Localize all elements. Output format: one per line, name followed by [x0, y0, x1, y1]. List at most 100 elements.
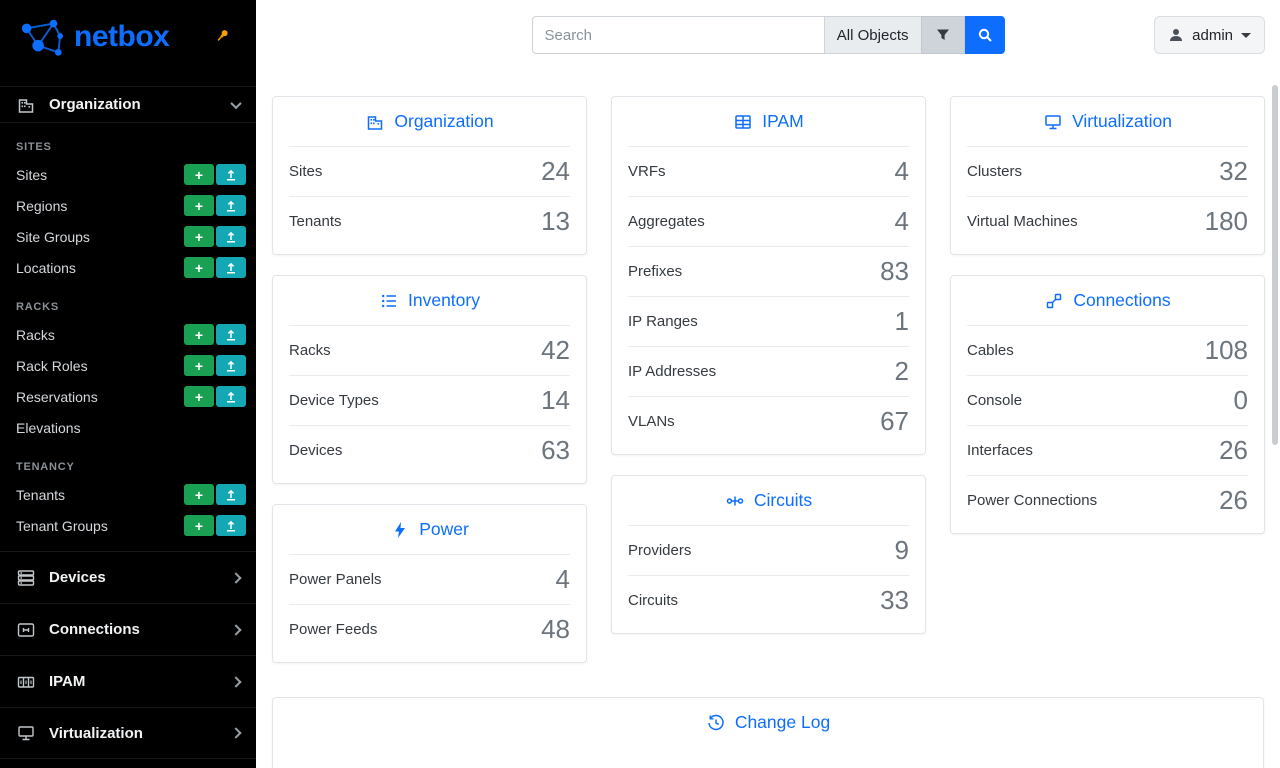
search-submit-button[interactable] — [964, 16, 1005, 54]
sidebar-link[interactable]: Elevations — [16, 419, 81, 436]
chevron-right-icon — [230, 727, 242, 739]
search-filter-button[interactable] — [920, 16, 965, 54]
card-header: Connections — [951, 276, 1264, 325]
import-button[interactable] — [216, 257, 246, 278]
stat-row[interactable]: Cables 108 — [967, 325, 1248, 375]
add-button[interactable]: + — [184, 195, 214, 216]
stat-label: Console — [967, 391, 1023, 409]
stat-row[interactable]: IP Addresses 2 — [628, 346, 909, 396]
add-button[interactable]: + — [184, 515, 214, 536]
stat-row[interactable]: Virtual Machines 180 — [967, 196, 1248, 246]
sidebar-link[interactable]: Racks — [16, 326, 55, 343]
chevron-right-icon — [230, 623, 242, 636]
plus-icon: + — [194, 326, 204, 343]
import-button[interactable] — [216, 386, 246, 407]
sidebar-group-organization[interactable]: Organization — [0, 86, 256, 123]
card-header: Change Log — [273, 698, 1263, 747]
stat-row[interactable]: Power Feeds 48 — [289, 604, 570, 654]
sidebar-link[interactable]: Site Groups — [16, 228, 90, 245]
stat-row[interactable]: Power Panels 4 — [289, 554, 570, 604]
add-button[interactable]: + — [184, 386, 214, 407]
connections-icon — [1047, 293, 1062, 308]
netbox-logo-icon[interactable] — [16, 14, 66, 60]
stat-row[interactable]: Circuits 33 — [628, 575, 909, 625]
section-header-racks: RACKS — [16, 301, 59, 313]
sidebar-group-label: Organization — [49, 96, 141, 113]
sidebar-group-virtualization[interactable]: Virtualization — [0, 707, 256, 759]
search-input[interactable] — [531, 16, 824, 54]
stat-row[interactable]: VLANs 67 — [628, 396, 909, 446]
stat-row[interactable]: Devices 63 — [289, 425, 570, 475]
sidebar-link[interactable]: Tenants — [16, 486, 66, 503]
add-button[interactable]: + — [184, 257, 214, 278]
stat-row[interactable]: Sites 24 — [289, 146, 570, 196]
sidebar-group-devices[interactable]: Devices — [0, 551, 256, 603]
card-organization: Organization Sites 24 Tenants 13 — [272, 96, 587, 255]
devices-icon — [16, 568, 36, 588]
plus-icon: + — [194, 259, 204, 276]
stat-row[interactable]: Device Types 14 — [289, 375, 570, 425]
sidebar-link[interactable]: Reservations — [16, 388, 98, 405]
scrollbar[interactable] — [1272, 85, 1278, 445]
add-button[interactable]: + — [184, 226, 214, 247]
import-button[interactable] — [216, 195, 246, 216]
import-button[interactable] — [216, 484, 246, 505]
sidebar-link[interactable]: Regions — [16, 197, 68, 214]
stat-row[interactable]: Aggregates 4 — [628, 196, 909, 246]
import-button[interactable] — [216, 164, 246, 185]
sidebar-link[interactable]: Tenant Groups — [16, 517, 108, 534]
sidebar-item-racks: Racks + — [0, 319, 256, 350]
import-button[interactable] — [216, 226, 246, 247]
section-header-tenancy: TENANCY — [16, 461, 75, 473]
card-virtualization: Virtualization Clusters 32 Virtual Machi… — [950, 96, 1265, 255]
sidebar-group-ipam[interactable]: IPAM — [0, 655, 256, 707]
stat-label: Cables — [967, 341, 1014, 359]
brand-wordmark[interactable]: netbox — [74, 20, 170, 53]
stat-row[interactable]: Providers 9 — [628, 525, 909, 575]
sidebar-group-connections[interactable]: Connections — [0, 603, 256, 655]
plus-icon: + — [194, 517, 204, 534]
import-button[interactable] — [216, 355, 246, 376]
section-header-sites: SITES — [16, 141, 52, 153]
stat-row[interactable]: VRFs 4 — [628, 146, 909, 196]
topbar: All Objects admin — [256, 0, 1280, 70]
card-title: Power — [419, 519, 469, 539]
stat-label: Interfaces — [967, 441, 1033, 459]
upload-icon — [227, 169, 235, 181]
stat-row[interactable]: Racks 42 — [289, 325, 570, 375]
stat-row[interactable]: Interfaces 26 — [967, 425, 1248, 475]
stat-value: 63 — [541, 435, 570, 465]
user-icon — [1170, 29, 1183, 41]
sidebar-link[interactable]: Sites — [16, 166, 48, 183]
stat-label: Power Feeds — [289, 620, 378, 638]
pin-icon[interactable] — [215, 28, 230, 43]
card-header: IPAM — [612, 97, 925, 146]
import-button[interactable] — [216, 324, 246, 345]
sidebar-link[interactable]: Rack Roles — [16, 357, 88, 374]
add-button[interactable]: + — [184, 484, 214, 505]
add-button[interactable]: + — [184, 164, 214, 185]
sidebar: netbox Organization — [0, 0, 256, 768]
stat-row[interactable]: IP Ranges 1 — [628, 296, 909, 346]
stat-row[interactable]: Power Connections 26 — [967, 475, 1248, 525]
chevron-right-icon — [230, 571, 242, 584]
stat-row[interactable]: Tenants 13 — [289, 196, 570, 246]
stat-row[interactable]: Clusters 32 — [967, 146, 1248, 196]
import-button[interactable] — [216, 515, 246, 536]
sidebar-link[interactable]: Locations — [16, 259, 76, 276]
upload-icon — [227, 360, 235, 372]
stat-value: 180 — [1204, 206, 1248, 236]
add-button[interactable]: + — [184, 324, 214, 345]
circuits-icon — [726, 496, 744, 505]
stat-label: Clusters — [967, 162, 1023, 180]
ipam-icon — [16, 672, 36, 692]
card-title: Virtualization — [1072, 111, 1172, 131]
search-scope-select[interactable]: All Objects — [823, 16, 921, 54]
stat-row[interactable]: Prefixes 83 — [628, 246, 909, 296]
card-title: Connections — [1073, 290, 1171, 310]
add-button[interactable]: + — [184, 355, 214, 376]
stat-row[interactable]: Console 0 — [967, 375, 1248, 425]
user-menu-button[interactable]: admin — [1154, 16, 1265, 54]
stat-label: Tenants — [289, 212, 342, 230]
stat-value: 24 — [541, 156, 570, 186]
